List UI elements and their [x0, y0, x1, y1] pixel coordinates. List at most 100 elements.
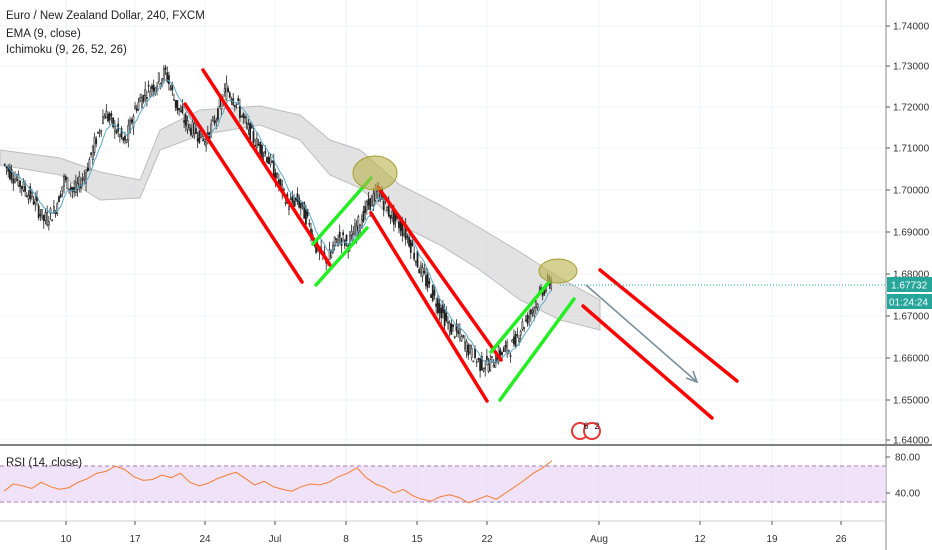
candle-body	[267, 157, 270, 164]
candle-body	[306, 209, 309, 217]
candle-body	[445, 312, 448, 321]
candle-body	[118, 134, 121, 138]
candle-body	[308, 223, 311, 225]
price-tag-value: 1.67732	[891, 281, 928, 292]
candle-body	[83, 176, 86, 179]
channel-line-red	[183, 102, 304, 284]
candle-body	[421, 267, 424, 277]
candle-body	[10, 168, 13, 180]
candle-body	[9, 167, 11, 180]
candle-body	[443, 309, 446, 327]
candle-body	[389, 214, 392, 220]
candle-body	[252, 131, 255, 143]
candle-body	[215, 119, 218, 123]
candle-body	[516, 334, 519, 336]
candle-body	[440, 307, 443, 318]
ichimoku-cloud	[0, 105, 601, 331]
candle-body	[19, 180, 21, 188]
candle-body	[240, 115, 243, 118]
ema-legend[interactable]: EMA (9, close)	[6, 28, 81, 40]
candle-body	[103, 116, 106, 120]
symbol-title[interactable]: Euro / New Zealand Dollar, 240, FXCM	[6, 10, 205, 22]
candle-body	[291, 196, 294, 203]
rsi-legend[interactable]: RSI (14, close)	[6, 457, 83, 469]
candle-body	[124, 135, 126, 141]
candle-body	[426, 273, 429, 288]
candle-body	[96, 131, 99, 134]
candle-body	[144, 88, 147, 97]
candle-body	[134, 105, 136, 110]
candle-body	[102, 116, 104, 124]
candle-body	[147, 84, 150, 87]
candle-body	[188, 124, 191, 129]
candle-body	[414, 260, 417, 263]
candle-body	[122, 137, 125, 141]
candle-body	[142, 95, 145, 102]
candle-body	[85, 172, 87, 184]
candle-body	[90, 152, 92, 155]
candle-body	[430, 294, 432, 298]
candle-body	[88, 159, 91, 171]
candle-body	[492, 364, 495, 368]
candle-body	[154, 87, 157, 94]
candle-body	[413, 252, 416, 260]
candle-body	[535, 301, 537, 308]
x-tick-label: 19	[766, 534, 778, 545]
candle-body	[56, 203, 59, 214]
candle-body	[71, 187, 74, 192]
candle-body	[178, 107, 180, 111]
candle-body	[227, 88, 229, 92]
candle-body	[14, 178, 16, 183]
candle-body	[330, 251, 333, 258]
candle-body	[239, 105, 241, 118]
candle-body	[480, 356, 483, 370]
candle-body	[391, 210, 394, 218]
event-badge-count: 6	[583, 421, 588, 431]
candle-body	[470, 347, 473, 358]
candle-body	[364, 206, 366, 214]
candle-body	[418, 269, 421, 274]
ichimoku-legend[interactable]: Ichimoku (9, 26, 52, 26)	[6, 44, 127, 56]
channel-line-green	[498, 297, 576, 402]
candle-body	[184, 114, 187, 126]
candle-body	[53, 206, 55, 214]
candle-body	[69, 186, 72, 191]
candle-body	[337, 239, 339, 247]
candle-body	[58, 196, 60, 203]
candle-body	[93, 137, 96, 153]
candle-body	[513, 336, 515, 345]
candle-body	[435, 303, 438, 307]
candle-body	[511, 339, 514, 343]
candle-body	[223, 88, 226, 93]
candle-body	[411, 242, 414, 247]
projection-arrow	[585, 284, 698, 383]
rsi-tick-label: 40.00	[895, 489, 920, 500]
candle-body	[24, 186, 27, 192]
candle-body	[34, 198, 37, 204]
candle-body	[110, 113, 113, 116]
candle-body	[447, 321, 449, 324]
candle-body	[428, 281, 431, 285]
candle-body	[211, 117, 214, 121]
candle-body	[140, 97, 143, 109]
x-tick-label: 15	[411, 534, 423, 545]
candle-body	[120, 128, 123, 138]
candle-body	[475, 361, 478, 363]
projection-arrow-head	[685, 370, 699, 384]
candle-body	[436, 298, 439, 313]
event-badge-count: 2	[594, 421, 599, 431]
candle-body	[205, 138, 208, 147]
candle-body	[17, 173, 20, 186]
candle-body	[448, 322, 451, 332]
candle-body	[509, 355, 512, 357]
candle-body	[179, 110, 182, 113]
candle-body	[328, 249, 331, 261]
candle-body	[250, 125, 253, 129]
candle-body	[354, 223, 356, 235]
candle-body	[247, 124, 250, 130]
candle-body	[453, 336, 456, 338]
candle-body	[98, 131, 101, 134]
candle-body	[370, 195, 373, 207]
